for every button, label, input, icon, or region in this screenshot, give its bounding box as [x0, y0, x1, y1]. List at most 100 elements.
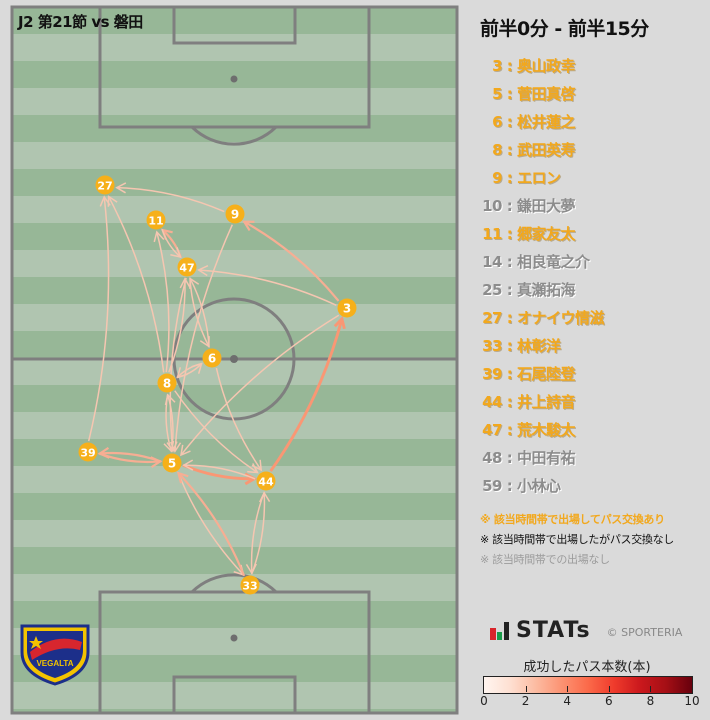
- colorbar-tick: [567, 686, 569, 692]
- player-number: 3: [343, 302, 351, 316]
- player-list-name: 奥山政幸: [516, 57, 576, 75]
- pass-line: [250, 491, 266, 574]
- pitch-stripe: [12, 331, 457, 358]
- player-list-number: 33: [482, 337, 502, 355]
- svg-text:VEGALTA: VEGALTA: [36, 659, 73, 668]
- player-number: 27: [97, 180, 112, 193]
- player-list-item: 59 : 小林心: [480, 472, 604, 500]
- player-node-5[interactable]: 5: [162, 453, 182, 473]
- pass-line: [183, 464, 256, 480]
- player-node-6[interactable]: 6: [202, 348, 222, 368]
- pass-arrow-11-to-47: [161, 228, 182, 259]
- player-node-39[interactable]: 39: [78, 442, 98, 462]
- player-list-item: 25 : 真瀬拓海: [480, 276, 604, 304]
- player-list-name: 菅田真啓: [516, 85, 576, 103]
- player-list-item: 39 : 石尾陸登: [480, 360, 604, 388]
- player-marker: [337, 298, 357, 318]
- pitch-stripe: [12, 304, 457, 331]
- pass-line: [198, 269, 337, 306]
- pass-line: [169, 277, 187, 452]
- player-list-name: 井上詩音: [516, 393, 576, 411]
- player-list-number: 9: [492, 169, 502, 187]
- top-penalty-arc: [190, 125, 278, 146]
- player-node-27[interactable]: 27: [95, 175, 115, 195]
- pass-arrowhead: [115, 182, 127, 194]
- colorbar-tick-label: 2: [521, 694, 530, 708]
- player-marker: [95, 175, 115, 195]
- player-number: 39: [80, 447, 95, 460]
- pitch-stripe: [12, 709, 457, 713]
- colorbar-tick-label: 8: [646, 694, 655, 708]
- pass-arrowhead: [247, 463, 259, 474]
- player-list-number: 14: [482, 253, 502, 271]
- stats-bar-icon: [490, 621, 509, 640]
- colorbar-tick: [608, 686, 610, 692]
- player-list-item: 14 : 相良竜之介: [480, 248, 604, 276]
- pitch-stripe: [12, 88, 457, 115]
- pass-arrow-8-to-27: [107, 195, 165, 373]
- pass-arrowhead: [182, 459, 194, 471]
- player-node-33[interactable]: 33: [240, 575, 260, 595]
- colorbar-tick: [525, 686, 527, 692]
- top-penalty-spot: [230, 75, 238, 83]
- player-list-item: 48 : 中田有祐: [480, 444, 604, 472]
- pass-arrow-33-to-5: [176, 471, 246, 577]
- pitch-stripe: [12, 250, 457, 277]
- player-number: 8: [163, 377, 171, 391]
- note-absent: ※ 該当時間帯での出場なし: [480, 553, 610, 566]
- player-list-item: 44 : 井上詩音: [480, 388, 604, 416]
- pass-arrow-3-to-5: [180, 314, 340, 457]
- pass-arrowhead: [150, 456, 163, 469]
- player-list-name: 中田有祐: [516, 449, 576, 467]
- pass-arrowhead: [170, 247, 182, 259]
- pitch-stripe: [12, 547, 457, 574]
- player-marker: [177, 257, 197, 277]
- player-list-name: エロン: [516, 169, 561, 187]
- pass-arrow-3-to-9: [242, 220, 340, 302]
- player-number: 11: [148, 215, 163, 228]
- player-list-name: 真瀬拓海: [516, 281, 576, 299]
- player-number: 6: [208, 352, 216, 366]
- pitch-stripe: [12, 520, 457, 547]
- pitch-stripe: [12, 34, 457, 61]
- player-list-item: 10 : 鎌田大夢: [480, 192, 604, 220]
- player-list-item: 27 : オナイウ情滋: [480, 304, 604, 332]
- player-list-number: 59: [482, 477, 502, 495]
- player-list-number: 47: [482, 421, 502, 439]
- pass-line: [176, 362, 203, 378]
- player-list-name: オナイウ情滋: [516, 309, 605, 327]
- player-node-8[interactable]: 8: [157, 373, 177, 393]
- player-node-11[interactable]: 11: [146, 210, 166, 230]
- pitch-stripe: [12, 682, 457, 709]
- player-number: 47: [179, 262, 194, 275]
- player-node-9[interactable]: 9: [225, 204, 245, 224]
- player-list-number: 44: [482, 393, 502, 411]
- player-list-number: 48: [482, 449, 502, 467]
- player-list-number: 39: [482, 365, 502, 383]
- player-list-name: 相良竜之介: [516, 253, 590, 271]
- pitch-stripe: [12, 412, 457, 439]
- pass-arrowhead: [333, 315, 346, 330]
- pass-arrowhead: [242, 220, 255, 232]
- pass-arrowhead: [169, 441, 182, 453]
- player-marker: [78, 442, 98, 462]
- player-node-44[interactable]: 44: [256, 471, 276, 491]
- player-marker: [146, 210, 166, 230]
- player-list-item: 6 : 松井蓮之: [480, 108, 604, 136]
- colorbar-tick-label: 6: [604, 694, 613, 708]
- copyright: © SPORTERIA: [606, 626, 683, 639]
- colorbar-title: 成功したパス本数(本): [523, 660, 651, 675]
- pitch-stripe: [12, 223, 457, 250]
- player-list-name: 鎌田大夢: [516, 197, 576, 215]
- colorbar-tick: [650, 686, 652, 692]
- stats-logo: STATs: [516, 618, 591, 643]
- pass-arrowhead: [176, 471, 189, 484]
- player-marker: [157, 373, 177, 393]
- note-active: ※ 該当時間帯で出場してパス交換あり: [480, 513, 665, 526]
- pass-arrow-8-to-11: [153, 230, 170, 373]
- player-list-name: 武田英寿: [516, 141, 576, 159]
- player-node-3[interactable]: 3: [337, 298, 357, 318]
- pass-arrow-9-to-27: [115, 182, 225, 213]
- player-node-47[interactable]: 47: [177, 257, 197, 277]
- pitch-stripe: [12, 601, 457, 628]
